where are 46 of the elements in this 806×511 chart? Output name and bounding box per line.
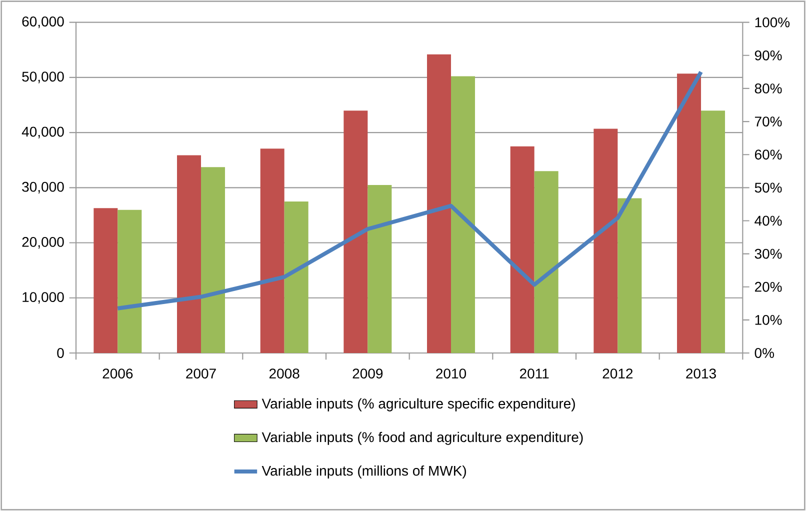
- y2-tick-label: 60%: [754, 150, 782, 160]
- y2-tick-label: 0%: [754, 348, 774, 358]
- bar: [510, 146, 534, 353]
- y2-tick-label: 20%: [754, 282, 782, 292]
- bar: [201, 167, 226, 353]
- bar: [701, 110, 726, 353]
- y-tick-label: 60,000: [22, 16, 64, 28]
- bar: [284, 202, 308, 353]
- x-tick-label: 2013: [686, 368, 716, 379]
- bar: [594, 128, 618, 353]
- bar: [534, 171, 558, 353]
- bar: [677, 74, 702, 353]
- x-tick-label: 2011: [520, 368, 549, 379]
- y2-tick-label: 10%: [755, 314, 782, 325]
- y2-tick-label: 30%: [754, 248, 782, 259]
- y2-tick-label: 80%: [754, 84, 782, 94]
- y-tick-label: 40,000: [22, 126, 64, 138]
- y-tick-label: 0: [57, 348, 64, 358]
- bar: [260, 148, 284, 353]
- y2-tick-label: 40%: [754, 216, 782, 226]
- x-tick-label: 2006: [102, 368, 133, 379]
- bar: [451, 76, 476, 353]
- x-tick-label: 2007: [186, 368, 216, 379]
- y-tick-label: 50,000: [22, 72, 64, 84]
- y2-tick-label: 70%: [754, 116, 782, 126]
- y-tick-label: 30,000: [22, 182, 64, 194]
- y-tick-label: 20,000: [22, 237, 64, 249]
- bar: [94, 208, 118, 353]
- y2-tick-label: 100%: [755, 17, 790, 28]
- x-tick-label: 2010: [436, 368, 466, 379]
- x-tick-label: 2012: [602, 368, 633, 379]
- y-tick-label: 10,000: [22, 292, 64, 304]
- bar: [177, 155, 202, 353]
- y2-tick-label: 90%: [754, 50, 782, 60]
- legend-label: Variable inputs (% food and agriculture expenditure): [262, 432, 583, 445]
- bar: [344, 110, 368, 353]
- bar: [618, 198, 642, 353]
- line-series: [116, 70, 704, 310]
- bar: [427, 54, 452, 353]
- legend-label: Variable inputs (millions of MWK): [262, 465, 466, 478]
- x-tick-label: 2008: [269, 368, 300, 379]
- bar: [368, 185, 392, 353]
- bar: [118, 210, 142, 353]
- x-tick-label: 2009: [352, 368, 383, 379]
- y2-tick-label: 50%: [754, 182, 782, 193]
- legend-label: Variable inputs (% agriculture specific expenditure): [262, 398, 575, 412]
